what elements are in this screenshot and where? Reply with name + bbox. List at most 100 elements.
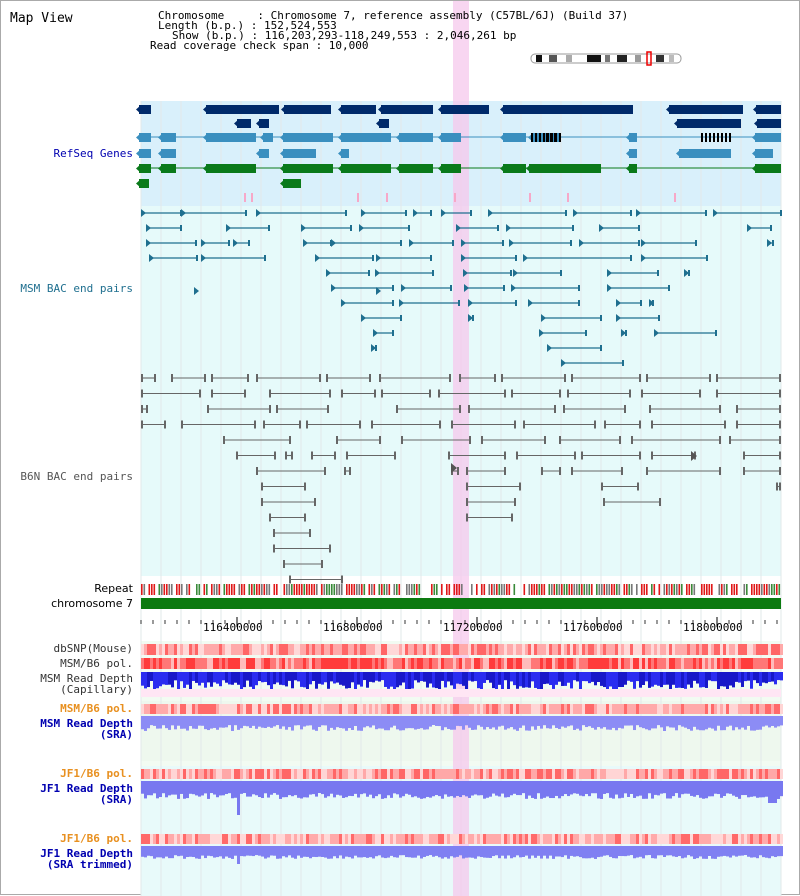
repeat-element [766,584,768,595]
refseq-track-label[interactable]: RefSeq Genes [53,147,133,160]
repeat-element [778,584,781,595]
msm-b6-pol-track-label[interactable]: MSM/B6 pol. [60,657,133,670]
repeat-element [726,584,728,595]
read-depth-bar [474,672,477,682]
polymorphism-cell [339,834,342,844]
bac-end-marker [315,254,320,262]
read-depth-bar [420,846,423,859]
read-depth-bar [633,672,636,689]
polymorphism-cell [585,769,588,779]
read-depth-bar [657,781,660,796]
polymorphism-cell [429,769,432,779]
bac-end-marker [649,405,651,413]
polymorphism-cell [435,704,438,714]
polymorphism-cell [636,769,639,779]
read-depth-bar [432,672,435,688]
read-depth-bar [234,781,237,798]
polymorphism-cell [705,644,708,655]
polymorphism-cell [531,834,534,844]
polymorphism-cell [441,834,444,844]
read-depth-bar [312,781,315,795]
polymorphism-cell [198,658,201,669]
read-depth-bar [768,781,771,803]
msm-depth-capillary-label[interactable]: MSM Read Depth (Capillary) [40,673,133,695]
read-depth-bar [702,846,705,859]
repeat-element [268,584,271,595]
bac-end-marker [779,389,781,398]
polymorphism-cell [696,658,699,669]
bac-end-marker [668,285,670,291]
bac-end-marker [146,224,151,232]
read-depth-bar [738,781,741,799]
polymorphism-cell [264,658,267,669]
read-depth-bar [213,716,216,728]
repeat-element [288,584,291,595]
msm-b6-pol-2-track-label[interactable]: MSM/B6 pol. [60,702,133,715]
msm-depth-sra-label[interactable]: MSM Read Depth (SRA) [40,718,133,740]
repeat-track-label[interactable]: Repeat [94,582,133,595]
polymorphism-cell [648,644,651,655]
jf1-b6-pol-2-track-label[interactable]: JF1/B6 pol. [60,832,133,845]
polymorphism-cell [396,769,399,779]
bac-end-marker [510,270,512,276]
polymorphism-cell [534,769,537,779]
jf1-depth-sra-label[interactable]: JF1 Read Depth (SRA) [40,783,133,805]
polymorphism-cell [294,704,297,714]
read-depth-bar [606,672,609,690]
polymorphism-cell [699,834,702,844]
read-depth-bar [357,846,360,858]
repeat-element [243,584,246,595]
read-depth-bar [333,672,336,684]
msm-bac-track-label[interactable]: MSM BAC end pairs [20,282,133,295]
bac-end-marker [301,224,306,232]
polymorphism-cell [492,834,495,844]
read-depth-bar [708,846,711,856]
dbsnp-track-label[interactable]: dbSNP(Mouse) [53,642,133,655]
read-depth-bar [582,781,585,797]
polymorphism-cell [378,644,381,655]
bac-end-marker [504,451,506,460]
bac-end-marker [263,420,265,429]
gene-strand-arrow [158,149,163,158]
polymorphism-cell [561,644,564,655]
bac-end-marker [459,374,461,382]
read-depth-bar [153,672,156,690]
read-depth-bar [330,846,333,859]
read-depth-bar [636,781,639,797]
chromosome-track-label[interactable]: chromosome 7 [51,597,133,610]
polymorphism-cell [741,644,744,655]
gene-strand-arrow [338,164,343,173]
polymorphism-cell [171,658,174,669]
read-depth-bar [600,672,603,686]
bac-end-marker [303,239,308,247]
read-depth-bar [294,716,297,726]
bac-end-marker [269,513,271,522]
polymorphism-cell [636,834,639,844]
polymorphism-cell [351,834,354,844]
polymorphism-cell [765,769,768,779]
polymorphism-cell [477,769,480,779]
jf1-depth-trimmed-label[interactable]: JF1 Read Depth (SRA trimmed) [40,848,133,870]
read-depth-bar [516,781,519,796]
read-depth-bar [369,781,372,795]
jf1-b6-pol-track-label[interactable]: JF1/B6 pol. [60,767,133,780]
read-depth-bar [189,846,192,857]
read-depth-bar [456,716,459,726]
bac-end-marker [629,389,631,398]
polymorphism-cell [345,769,348,779]
polymorphism-cell [579,644,582,655]
read-depth-bar [255,716,258,729]
exon-tick [546,133,548,142]
read-depth-bar [627,672,630,681]
label-line: (SRA) [99,793,133,806]
read-depth-bar [141,846,144,857]
read-depth-bar [333,716,336,730]
polymorphism-cell [171,769,174,779]
read-depth-bar [216,846,219,858]
polymorphism-cell [258,769,261,779]
polymorphism-cell [498,704,501,714]
b6n-bac-track-label[interactable]: B6N BAC end pairs [20,470,133,483]
polymorphism-cell [258,644,261,655]
polymorphism-cell [192,704,195,714]
